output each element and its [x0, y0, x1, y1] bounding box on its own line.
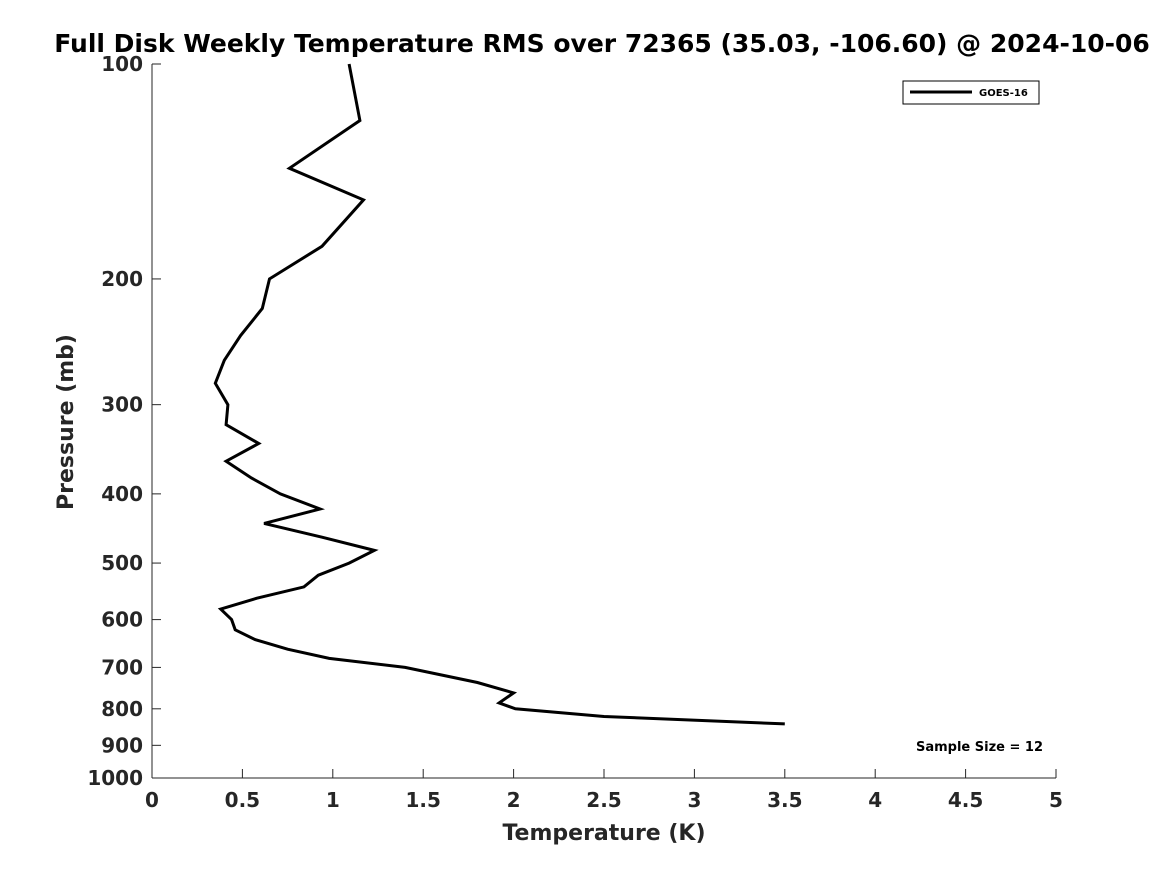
y-ticks: 100 200 300 400 500 600 700 800 900 1000: [87, 52, 161, 790]
x-tick-label: 2.5: [586, 788, 621, 812]
axes: [151, 64, 1056, 779]
y-tick-label: 500: [101, 551, 143, 575]
x-tick-label: 2: [507, 788, 521, 812]
legend: GOES-16: [902, 80, 1040, 105]
x-tick-label: 4: [868, 788, 882, 812]
chart-title: Full Disk Weekly Temperature RMS over 72…: [54, 29, 1150, 58]
x-tick-label: 0: [145, 788, 159, 812]
y-tick-label: 800: [101, 697, 143, 721]
x-tick-label: 4.5: [948, 788, 983, 812]
series-line-goes-16: [213, 63, 785, 726]
x-tick-label: 3.5: [767, 788, 802, 812]
y-tick-label: 100: [101, 52, 143, 76]
sample-size-annotation: Sample Size = 12: [916, 740, 1043, 755]
x-axis-label: Temperature (K): [502, 821, 705, 846]
y-tick-label: 1000: [87, 766, 143, 790]
x-ticks: 0 0.5 1 1.5 2 2.5 3 3.5 4 4.5 5: [145, 769, 1063, 812]
y-tick-label: 700: [101, 655, 143, 679]
x-tick-label: 3: [687, 788, 701, 812]
x-tick-label: 5: [1049, 788, 1063, 812]
x-tick-label: 1: [326, 788, 340, 812]
y-tick-label: 200: [101, 267, 143, 291]
y-tick-label: 900: [101, 733, 143, 757]
y-tick-label: 600: [101, 608, 143, 632]
legend-label: GOES-16: [979, 88, 1028, 99]
y-axis-label: Pressure (mb): [54, 334, 79, 510]
y-tick-label: 300: [101, 393, 143, 417]
x-tick-label: 1.5: [405, 788, 440, 812]
x-tick-label: 0.5: [225, 788, 260, 812]
y-tick-label: 400: [101, 482, 143, 506]
